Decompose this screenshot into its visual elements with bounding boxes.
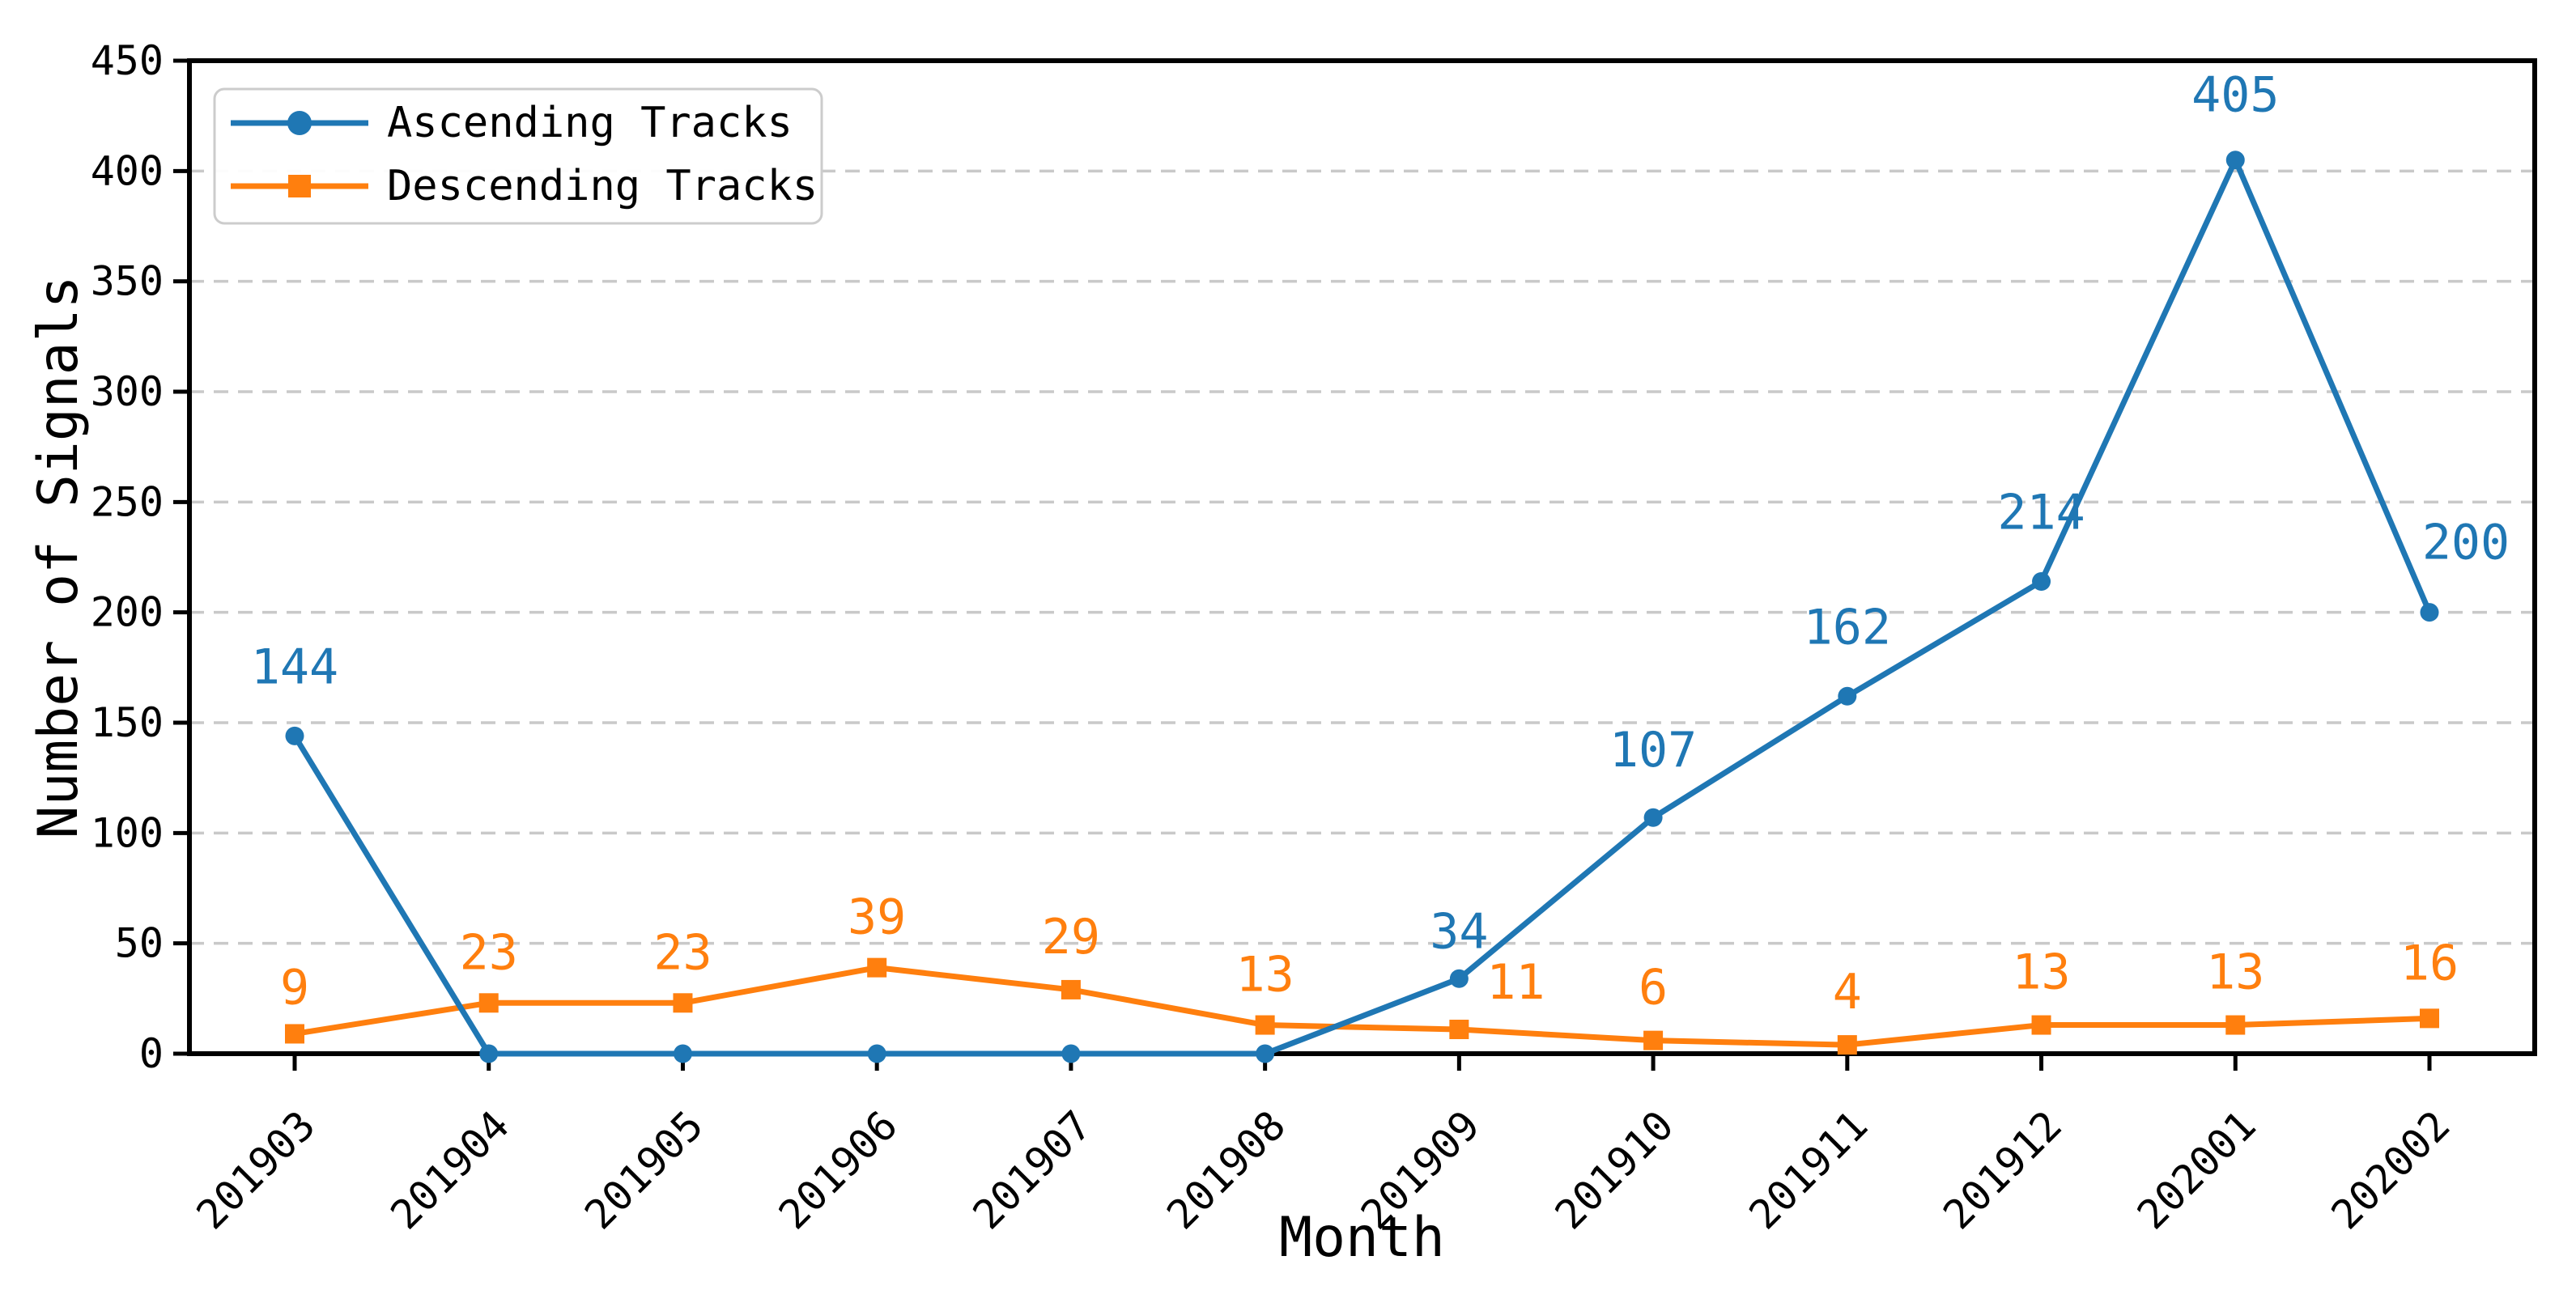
y-tick-label-350: 350	[91, 258, 164, 305]
ascending-tracks-marker-201912	[2032, 571, 2051, 591]
y-tick-label-100: 100	[91, 809, 164, 856]
legend-ascending-tracks-marker	[287, 111, 312, 135]
descending-tracks-marker-202001	[2225, 1015, 2246, 1035]
descending-tracks-point-label-201904: 23	[460, 924, 518, 981]
ascending-tracks-marker-201909	[1449, 969, 1469, 988]
ascending-tracks-marker-201906	[867, 1044, 886, 1063]
y-tick-label-300: 300	[91, 368, 164, 415]
x-axis-label: Month	[1279, 1206, 1445, 1270]
ascending-tracks-marker-201903	[285, 726, 304, 745]
ascending-tracks-line	[291, 157, 2433, 1057]
descending-tracks-marker-202002	[2420, 1008, 2439, 1029]
descending-tracks-point-label-201910: 6	[1639, 960, 1668, 1016]
x-tick-label-201903: 201903	[188, 1101, 325, 1238]
x-tick-label-201905: 201905	[576, 1101, 712, 1238]
ascending-tracks-marker-201905	[673, 1044, 692, 1063]
descending-tracks-point-label-201903: 9	[280, 959, 309, 1016]
descending-tracks-marker-201907	[1061, 979, 1081, 999]
descending-tracks-marker-201910	[1643, 1030, 1664, 1050]
descending-tracks-point-label-201908: 13	[1236, 947, 1294, 1004]
ascending-tracks-marker-202002	[2420, 603, 2439, 622]
legend-descending-tracks-label: Descending Tracks	[387, 162, 818, 210]
y-tick-label-50: 50	[115, 920, 164, 967]
descending-tracks-point-label-201905: 23	[653, 924, 712, 981]
ascending-tracks-point-label-201909: 34	[1430, 903, 1488, 960]
descending-tracks-marker-201908	[1255, 1015, 1275, 1035]
ascending-tracks-point-label-201903: 144	[251, 639, 338, 695]
y-tick-label-150: 150	[91, 699, 164, 746]
descending-tracks-marker-201906	[867, 957, 887, 978]
x-tick-label-201908: 201908	[1158, 1101, 1294, 1238]
plot-border	[187, 58, 2537, 1056]
legend-ascending-tracks-label: Ascending Tracks	[387, 99, 793, 147]
x-tick-label-201910: 201910	[1546, 1101, 1683, 1238]
x-tick-label-201906: 201906	[770, 1101, 907, 1238]
x-tick-label-201911: 201911	[1741, 1101, 1877, 1238]
descending-tracks-point-label-202002: 16	[2400, 935, 2459, 991]
ascending-tracks-marker-201910	[1643, 808, 1663, 827]
ascending-tracks-point-label-201912: 214	[1997, 484, 2085, 541]
y-tick-label-0: 0	[139, 1030, 164, 1077]
descending-tracks-marker-201903	[285, 1024, 304, 1044]
descending-tracks-point-label-202001: 13	[2206, 944, 2264, 1001]
y-tick-label-400: 400	[91, 147, 164, 194]
descending-tracks-point-label-201912: 13	[2012, 944, 2070, 1001]
x-tick-label-201904: 201904	[381, 1101, 518, 1238]
y-tick-label-200: 200	[91, 589, 164, 636]
y-tick-label-450: 450	[91, 37, 164, 84]
x-tick-label-201907: 201907	[964, 1101, 1101, 1238]
descending-tracks-point-label-201911: 4	[1833, 964, 1862, 1021]
descending-tracks-marker-201912	[2031, 1015, 2051, 1035]
ascending-tracks-marker-202001	[2225, 151, 2245, 170]
descending-tracks-marker-201905	[673, 993, 693, 1013]
descending-tracks-point-label-201909: 11	[1486, 954, 1545, 1011]
x-tick-label-202001: 202001	[2128, 1101, 2265, 1238]
legend-descending-tracks-marker	[288, 175, 311, 197]
ascending-tracks-marker-201907	[1061, 1044, 1081, 1063]
ascending-tracks-point-label-201910: 107	[1609, 722, 1697, 779]
descending-tracks-point-label-201907: 29	[1042, 909, 1100, 965]
ascending-tracks-marker-201908	[1256, 1044, 1275, 1063]
ascending-tracks-marker-201904	[479, 1044, 499, 1063]
ascending-tracks-point-label-202001: 405	[2191, 67, 2279, 124]
descending-tracks-marker-201904	[478, 993, 499, 1013]
descending-tracks-line	[291, 965, 2433, 1048]
descending-tracks-marker-201909	[1449, 1020, 1469, 1040]
x-tick-label-202002: 202002	[2323, 1101, 2459, 1238]
ascending-tracks-point-label-202002: 200	[2422, 515, 2510, 571]
ascending-tracks-marker-201911	[1838, 686, 1857, 706]
y-tick-label-250: 250	[91, 478, 164, 525]
y-axis-label: Number of Signals	[27, 276, 91, 839]
x-tick-label-201912: 201912	[1934, 1101, 2071, 1238]
ascending-tracks-point-label-201911: 162	[1804, 599, 1891, 656]
descending-tracks-point-label-201906: 39	[848, 889, 906, 946]
descending-tracks-marker-201911	[1837, 1035, 1857, 1055]
